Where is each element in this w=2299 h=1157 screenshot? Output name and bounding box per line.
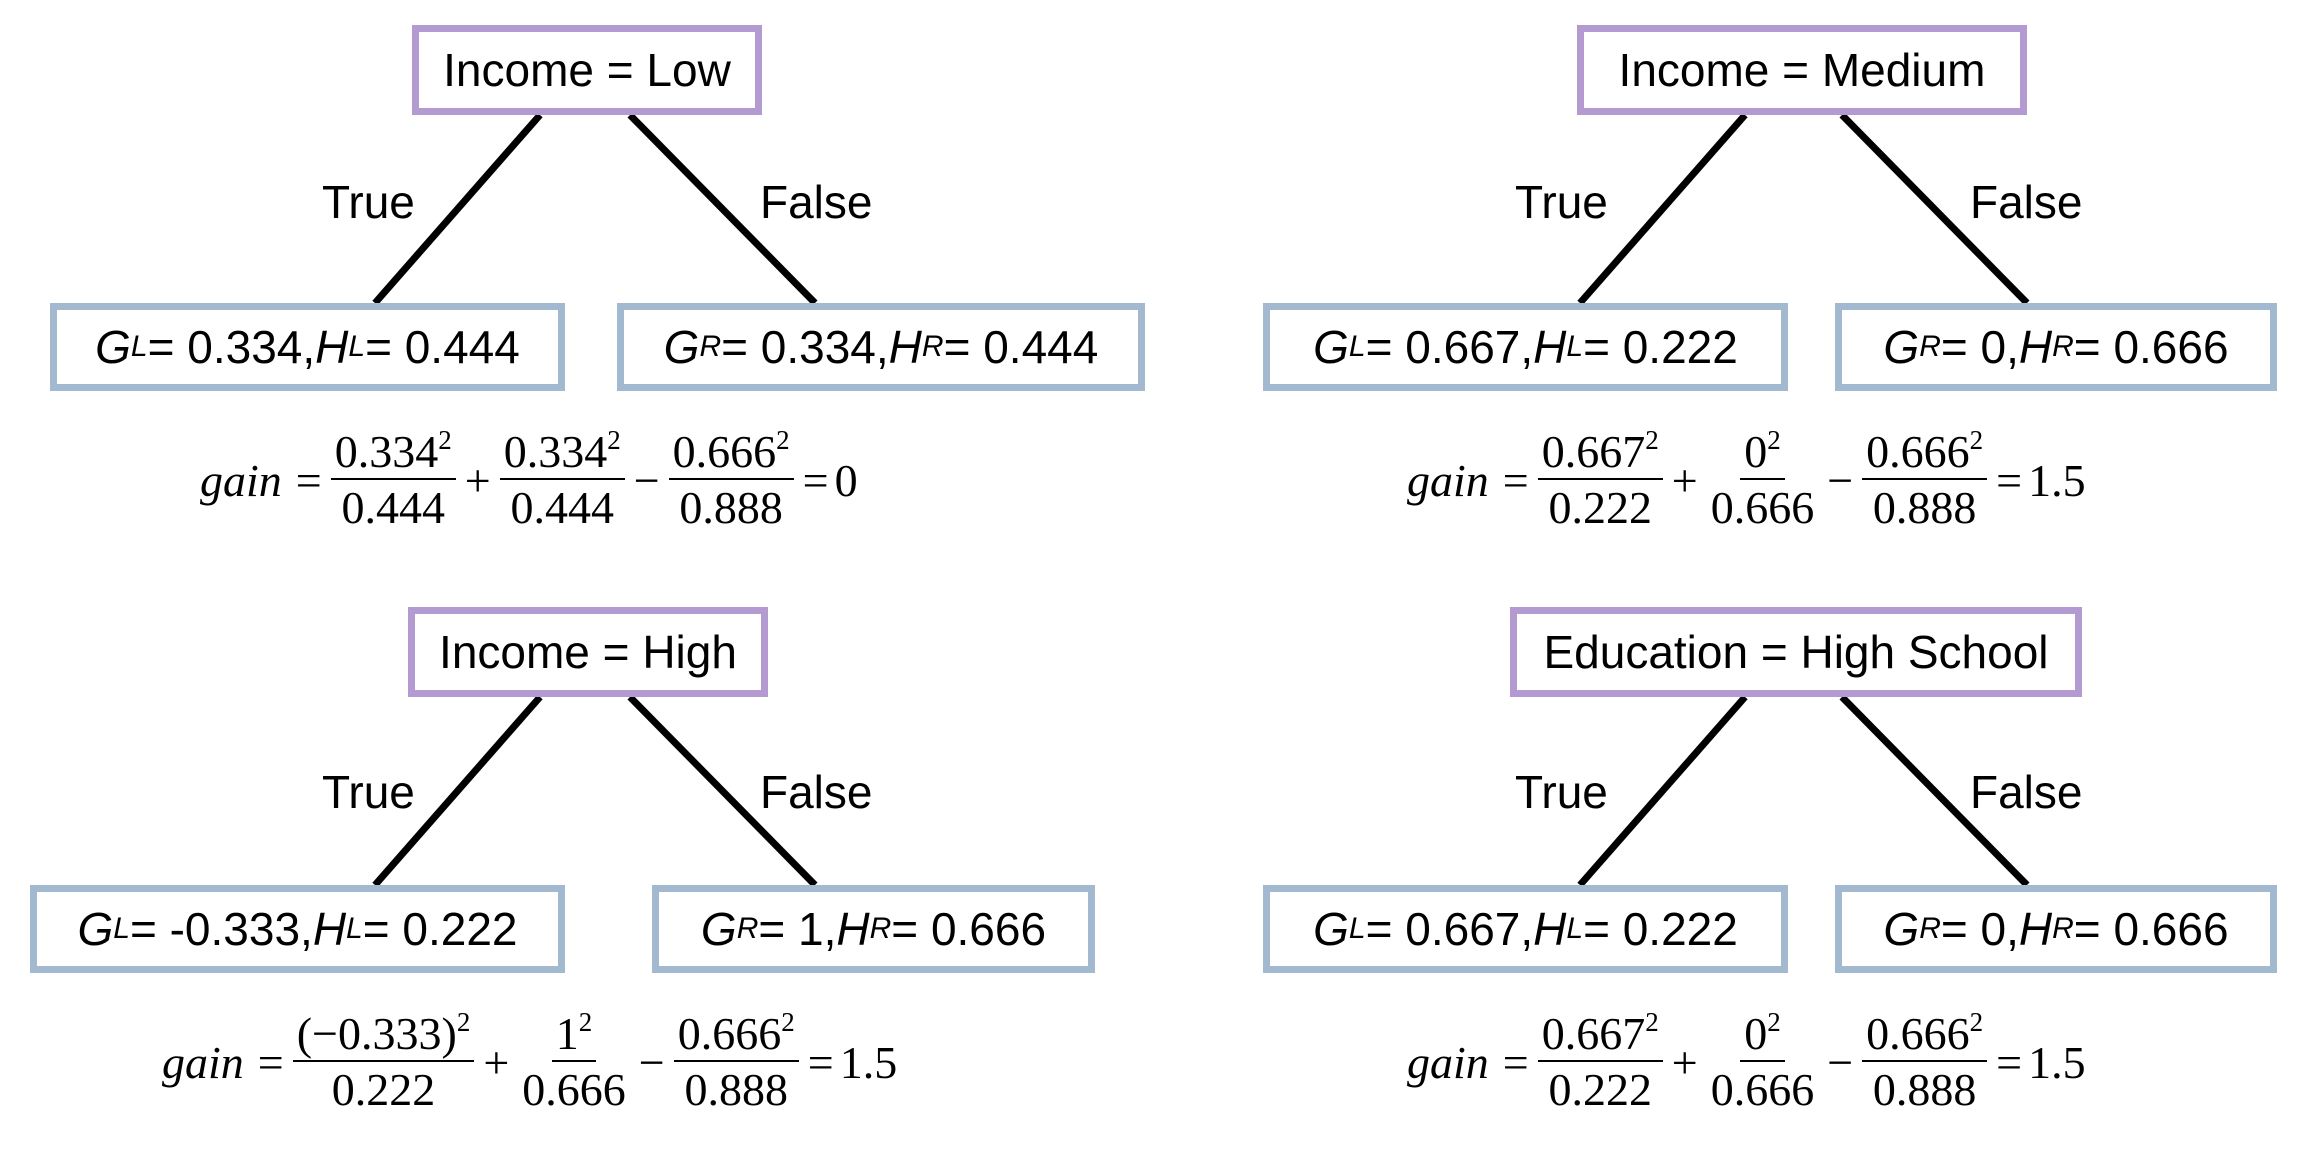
term-left: 0.6672 0.222 — [1537, 426, 1663, 533]
root-node: Income = High — [408, 607, 768, 697]
gain-result: 1.5 — [839, 1036, 898, 1088]
false-label: False — [760, 766, 873, 818]
tree-edges — [1577, 694, 2030, 888]
term-parent: 0.6662 0.888 — [1862, 426, 1988, 533]
gain-result: 0 — [834, 454, 858, 506]
root-node: Income = Low — [412, 25, 762, 115]
tree-edges — [372, 694, 818, 888]
gain-label: gain — [162, 1036, 244, 1088]
true-label: True — [1515, 766, 1608, 818]
root-node: Income = Medium — [1577, 25, 2027, 115]
gain-label: gain — [200, 454, 282, 506]
tree-edges — [372, 112, 818, 306]
true-label: True — [322, 766, 415, 818]
term-left: 0.3342 0.444 — [330, 426, 456, 533]
gain-label: gain — [1407, 454, 1489, 506]
false-edge — [1839, 694, 2030, 888]
gain-formula: gain = 0.6672 0.222 + 02 0.666 − 0.6662 0.88… — [1407, 1006, 2086, 1115]
false-label: False — [1970, 176, 2083, 228]
false-edge — [1839, 112, 2030, 306]
gain-result: 1.5 — [2028, 1036, 2086, 1088]
gain-formula: gain = 0.6672 0.222 + 02 0.666 − 0.6662 0.88… — [1407, 424, 2086, 533]
term-right: 02 0.666 — [1710, 424, 1815, 533]
false-label: False — [760, 176, 873, 228]
true-edge — [1577, 112, 1748, 306]
true-edge — [1577, 694, 1748, 888]
false-edge — [627, 112, 818, 306]
term-parent: 0.6662 0.888 — [1862, 1008, 1988, 1115]
gain-formula: gain = 0.3342 0.444 + 0.3342 0.444 − 0.6662… — [200, 424, 858, 533]
true-edge — [372, 694, 543, 888]
term-parent: 0.6662 0.888 — [668, 426, 794, 533]
tree-edges — [1577, 112, 2030, 306]
term-left: 0.6672 0.222 — [1537, 1008, 1663, 1115]
true-label: True — [322, 176, 415, 228]
term-right: 0.3342 0.444 — [499, 426, 625, 533]
false-label: False — [1970, 766, 2083, 818]
term-right: 02 0.666 — [1710, 1006, 1815, 1115]
gain-formula: gain = (−0.333)2 0.222 + 12 0.666 − 0.6662 0… — [162, 1006, 898, 1115]
gain-label: gain — [1407, 1036, 1489, 1088]
root-node: Education = High School — [1510, 607, 2082, 697]
term-left: (−0.333)2 0.222 — [292, 1008, 475, 1115]
term-parent: 0.6662 0.888 — [673, 1008, 799, 1115]
gain-result: 1.5 — [2028, 454, 2086, 506]
false-edge — [627, 694, 818, 888]
term-right: 12 0.666 — [522, 1006, 626, 1115]
true-label: True — [1515, 176, 1608, 228]
true-edge — [372, 112, 543, 306]
